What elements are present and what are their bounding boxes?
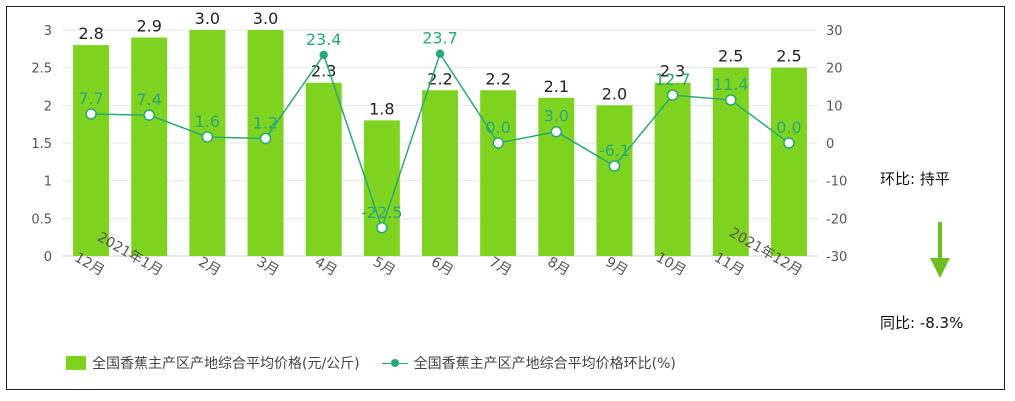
mom-point (550, 125, 563, 138)
bar-data-label: 3.0 (253, 9, 278, 28)
x-tick-label: 2月 (196, 254, 224, 279)
mom-data-label: 0.0 (776, 118, 801, 137)
mom-data-label: 3.0 (544, 107, 569, 126)
mom-data-label: -22.5 (361, 203, 402, 222)
legend-item-mom: 全国香蕉主产区产地综合平均价格环比(%) (381, 353, 676, 373)
mom-point (259, 132, 272, 145)
right-axis-tick-label: -10 (826, 175, 847, 190)
legend-bar-swatch (66, 356, 86, 370)
bar-data-label: 2.8 (78, 24, 103, 43)
right-axis-tick-label: -30 (826, 250, 847, 265)
mom-data-label: 23.4 (306, 30, 342, 49)
left-axis-tick-label: 1.5 (31, 137, 52, 152)
bar (770, 67, 807, 257)
mom-data-label: 1.2 (253, 113, 278, 132)
line-series (85, 49, 795, 234)
mom-change-text: 环比: 持平 (880, 170, 950, 188)
mom-data-label: 0.0 (485, 118, 510, 137)
line-data-labels: 7.7 7.4 1.6 1.2 23.4 -22.5 23.7 0.0 3.0 -6.1 12.7 1… (78, 29, 801, 222)
mom-data-label: 7.4 (137, 90, 162, 109)
mom-point (143, 109, 155, 121)
x-tick-label: 9月 (603, 254, 631, 279)
right-axis-tick-label: -20 (826, 212, 847, 227)
bar (131, 37, 168, 257)
mom-point (85, 108, 97, 120)
x-tick-label: 4月 (312, 254, 340, 279)
left-axis-tick-label: 3 (44, 24, 52, 39)
arrow-head (930, 258, 950, 278)
legend-item-price: 全国香蕉主产区产地综合平均价格(元/公斤) (66, 353, 360, 373)
mom-point (666, 89, 679, 101)
bar (654, 82, 691, 256)
bar-data-label: 2.1 (544, 77, 569, 96)
mom-point (435, 49, 445, 58)
mom-data-label: 23.7 (422, 29, 458, 48)
bar-data-label: 2.3 (311, 62, 336, 81)
bar (422, 90, 458, 257)
bar (73, 45, 110, 256)
legend-line-swatch (381, 356, 408, 370)
right-axis-tick-label: 10 (826, 99, 843, 114)
bar (189, 30, 226, 256)
mom-point (783, 137, 795, 149)
legend-mom-label: 全国香蕉主产区产地综合平均价格环比(%) (413, 356, 676, 372)
mom-data-label: 11.4 (713, 75, 749, 94)
mom-point (319, 50, 328, 60)
bar (480, 90, 517, 257)
bar-data-labels: 2.8 2.9 3.0 3.02.31.82.2 2.2 2.1 2.02.32.5 2.5 (78, 9, 801, 118)
left-axis-tick-label: 2 (44, 99, 52, 114)
bar-data-label: 1.8 (369, 99, 394, 118)
left-axis-tick-label: 1 (44, 175, 52, 190)
left-axis-ticks: 0 0.5 1 1.5 2 2.5 3 (31, 24, 52, 265)
x-tick-label: 5月 (370, 254, 398, 279)
left-axis-tick-label: 0.5 (31, 212, 52, 227)
x-tick-label: 6月 (428, 254, 456, 279)
bar (305, 82, 342, 256)
bar-data-label: 2.0 (602, 84, 627, 103)
x-tick-label: 8月 (544, 254, 572, 279)
right-axis-tick-label: 20 (826, 62, 843, 77)
mom-point (492, 137, 504, 149)
mom-data-label: 12.7 (655, 70, 691, 89)
bar (538, 97, 575, 256)
bar (596, 105, 633, 256)
mom-point (376, 222, 388, 234)
down-arrow-icon (930, 222, 950, 278)
mom-point (725, 94, 737, 106)
legend: 全国香蕉主产区产地综合平均价格(元/公斤) 全国香蕉主产区产地综合平均价格环比(… (66, 352, 698, 374)
mom-data-label: 1.6 (195, 112, 220, 131)
bar-data-label: 2.9 (137, 17, 162, 36)
mom-data-label: -6.1 (599, 141, 630, 160)
right-axis-tick-label: 30 (826, 24, 843, 39)
bar-data-label: 2.2 (485, 69, 510, 88)
left-axis-tick-label: 2.5 (31, 62, 52, 77)
mom-data-label: 7.7 (78, 89, 103, 108)
bar-data-label: 2.5 (718, 47, 743, 66)
x-tick-label: 7月 (486, 254, 514, 279)
mom-point (201, 131, 214, 143)
yoy-change-text: 同比: -8.3% (880, 314, 964, 332)
bar-data-label: 3.0 (195, 9, 220, 28)
mom-point (608, 160, 621, 172)
right-axis-ticks: -30 -20 -10 0 10 20 30 (826, 24, 847, 265)
left-axis-tick-label: 0 (44, 250, 52, 265)
x-tick-label: 3月 (254, 254, 282, 279)
right-axis-tick-label: 0 (826, 137, 834, 152)
bar-data-label: 2.5 (776, 47, 801, 66)
legend-price-label: 全国香蕉主产区产地综合平均价格(元/公斤) (92, 356, 360, 372)
bar-data-label: 2.3 (660, 62, 685, 81)
